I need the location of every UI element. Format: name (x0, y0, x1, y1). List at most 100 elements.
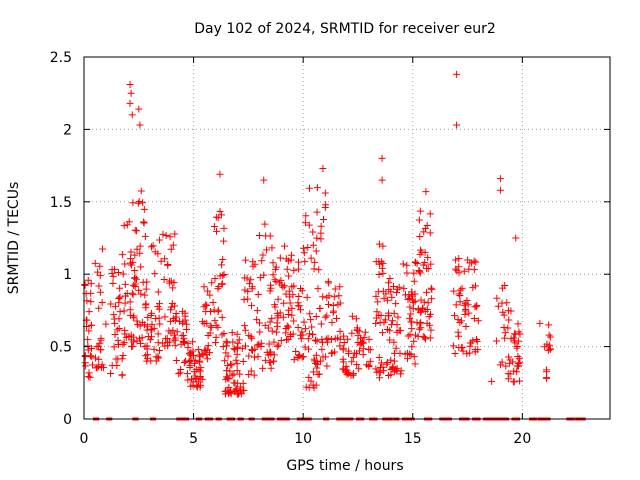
data-point (363, 361, 371, 369)
data-point (378, 176, 386, 184)
data-point (281, 242, 289, 250)
data-point (137, 187, 145, 195)
data-point (377, 311, 385, 319)
data-point (273, 342, 281, 350)
data-point (204, 342, 212, 350)
data-point (494, 302, 502, 310)
data-point (506, 370, 514, 378)
data-point (328, 336, 336, 344)
data-point (401, 350, 409, 358)
data-point (87, 298, 95, 306)
data-point (259, 364, 267, 372)
data-point (171, 336, 179, 344)
data-point (265, 340, 273, 348)
data-point (473, 337, 481, 345)
data-point (270, 351, 278, 359)
data-point (336, 299, 344, 307)
data-point (133, 317, 141, 325)
data-point (175, 317, 183, 325)
data-point (295, 293, 303, 301)
data-point (166, 233, 174, 241)
data-point (308, 323, 316, 331)
axes: 0 0.5 1 1.5 2 2.5 0 5 10 15 20 (50, 50, 610, 447)
data-point (228, 329, 236, 337)
data-point (492, 337, 500, 345)
data-point (119, 351, 127, 359)
data-point (255, 231, 263, 239)
data-point (222, 342, 230, 350)
data-point (208, 279, 216, 287)
data-point (359, 351, 367, 359)
data-point (218, 211, 226, 219)
data-point (203, 301, 211, 309)
data-point (127, 248, 135, 256)
data-point (177, 340, 185, 348)
data-point (410, 277, 418, 285)
data-point (154, 339, 162, 347)
data-point (305, 330, 313, 338)
data-point (390, 357, 398, 365)
data-point (375, 374, 383, 382)
data-point (462, 323, 470, 331)
data-point (392, 344, 400, 352)
data-point (95, 282, 103, 290)
data-point (162, 232, 170, 240)
data-point (273, 319, 281, 327)
data-point (115, 269, 123, 277)
data-point (323, 362, 331, 370)
data-point (406, 331, 414, 339)
data-point (130, 281, 138, 289)
data-point (83, 297, 91, 305)
data-point (423, 221, 431, 229)
data-point (254, 290, 262, 298)
data-point (415, 216, 423, 224)
data-point (268, 327, 276, 335)
data-point (514, 360, 522, 368)
data-point (513, 368, 521, 376)
data-point (500, 324, 508, 332)
data-point (282, 329, 290, 337)
data-point (102, 320, 110, 328)
data-point (84, 336, 92, 344)
data-point (355, 365, 363, 373)
data-point (127, 89, 135, 97)
data-point (87, 280, 95, 288)
data-point (451, 312, 459, 320)
data-point (428, 285, 436, 293)
data-point (254, 353, 262, 361)
data-point (219, 342, 227, 350)
data-points (81, 70, 554, 398)
data-point (316, 304, 324, 312)
data-point (149, 242, 157, 250)
data-point (233, 350, 241, 358)
data-point (161, 313, 169, 321)
data-point (85, 308, 93, 316)
data-point (309, 330, 317, 338)
data-point (136, 340, 144, 348)
data-point (110, 343, 118, 351)
data-point (233, 330, 241, 338)
data-point (213, 227, 221, 235)
data-point (344, 335, 352, 343)
data-point (303, 293, 311, 301)
data-point (248, 302, 256, 310)
data-point (300, 318, 308, 326)
data-point (226, 389, 234, 397)
data-point (426, 229, 434, 237)
data-point (296, 331, 304, 339)
data-point (301, 325, 309, 333)
y-tick-label: 0 (63, 412, 72, 428)
data-point (502, 362, 510, 370)
data-point (161, 255, 169, 263)
data-point (169, 284, 177, 292)
data-point (285, 306, 293, 314)
data-point (277, 276, 285, 284)
data-point (248, 283, 256, 291)
data-point (510, 367, 518, 375)
data-point (241, 326, 249, 334)
data-point (142, 352, 150, 360)
data-point (295, 352, 303, 360)
data-point (339, 346, 347, 354)
data-point (428, 295, 436, 303)
data-point (183, 370, 191, 378)
